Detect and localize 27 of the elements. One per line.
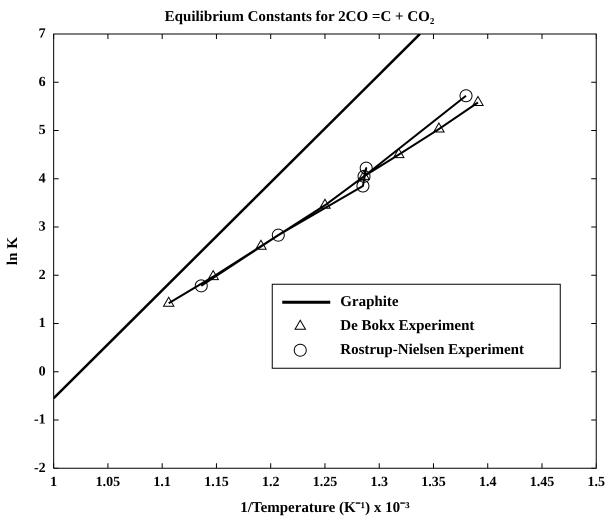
chart-title: Equilibrium Constants for 2CO =C + CO₂ [164,8,435,25]
x-tick-label: 1.4 [478,475,496,490]
x-axis-title: 1/Temperature (K⁻¹) x 10⁻³ [240,500,410,516]
y-tick-label: 3 [38,220,46,235]
x-tick-label: 1 [50,475,58,490]
y-tick-label: -2 [34,460,46,476]
x-tick-label: 1.1 [153,475,171,490]
y-tick-label: 6 [38,74,46,90]
x-tick-label: 1.3 [370,475,388,490]
y-tick-label: 7 [38,26,46,42]
x-tick-label: 1.05 [96,475,120,490]
x-tick-label: 1.5 [588,475,605,490]
x-tick-label: 1.2 [262,475,280,490]
y-tick-label: -1 [34,412,46,428]
x-tick-label: 1.45 [530,475,554,490]
legend-label: De Bokx Experiment [340,318,474,334]
x-tick-label: 1.35 [421,475,446,490]
legend-label: Graphite [340,294,399,310]
y-tick-label: 2 [38,268,46,283]
legend-label: Rostrup-Nielsen Experiment [340,342,524,358]
y-tick-label: 0 [38,364,46,380]
y-tick-label: 1 [38,316,46,332]
y-tick-label: 4 [38,171,46,186]
y-axis-title: ln K [4,236,21,266]
y-tick-label: 5 [38,123,46,138]
x-tick-label: 1.15 [204,475,229,490]
x-tick-label: 1.25 [312,475,338,490]
